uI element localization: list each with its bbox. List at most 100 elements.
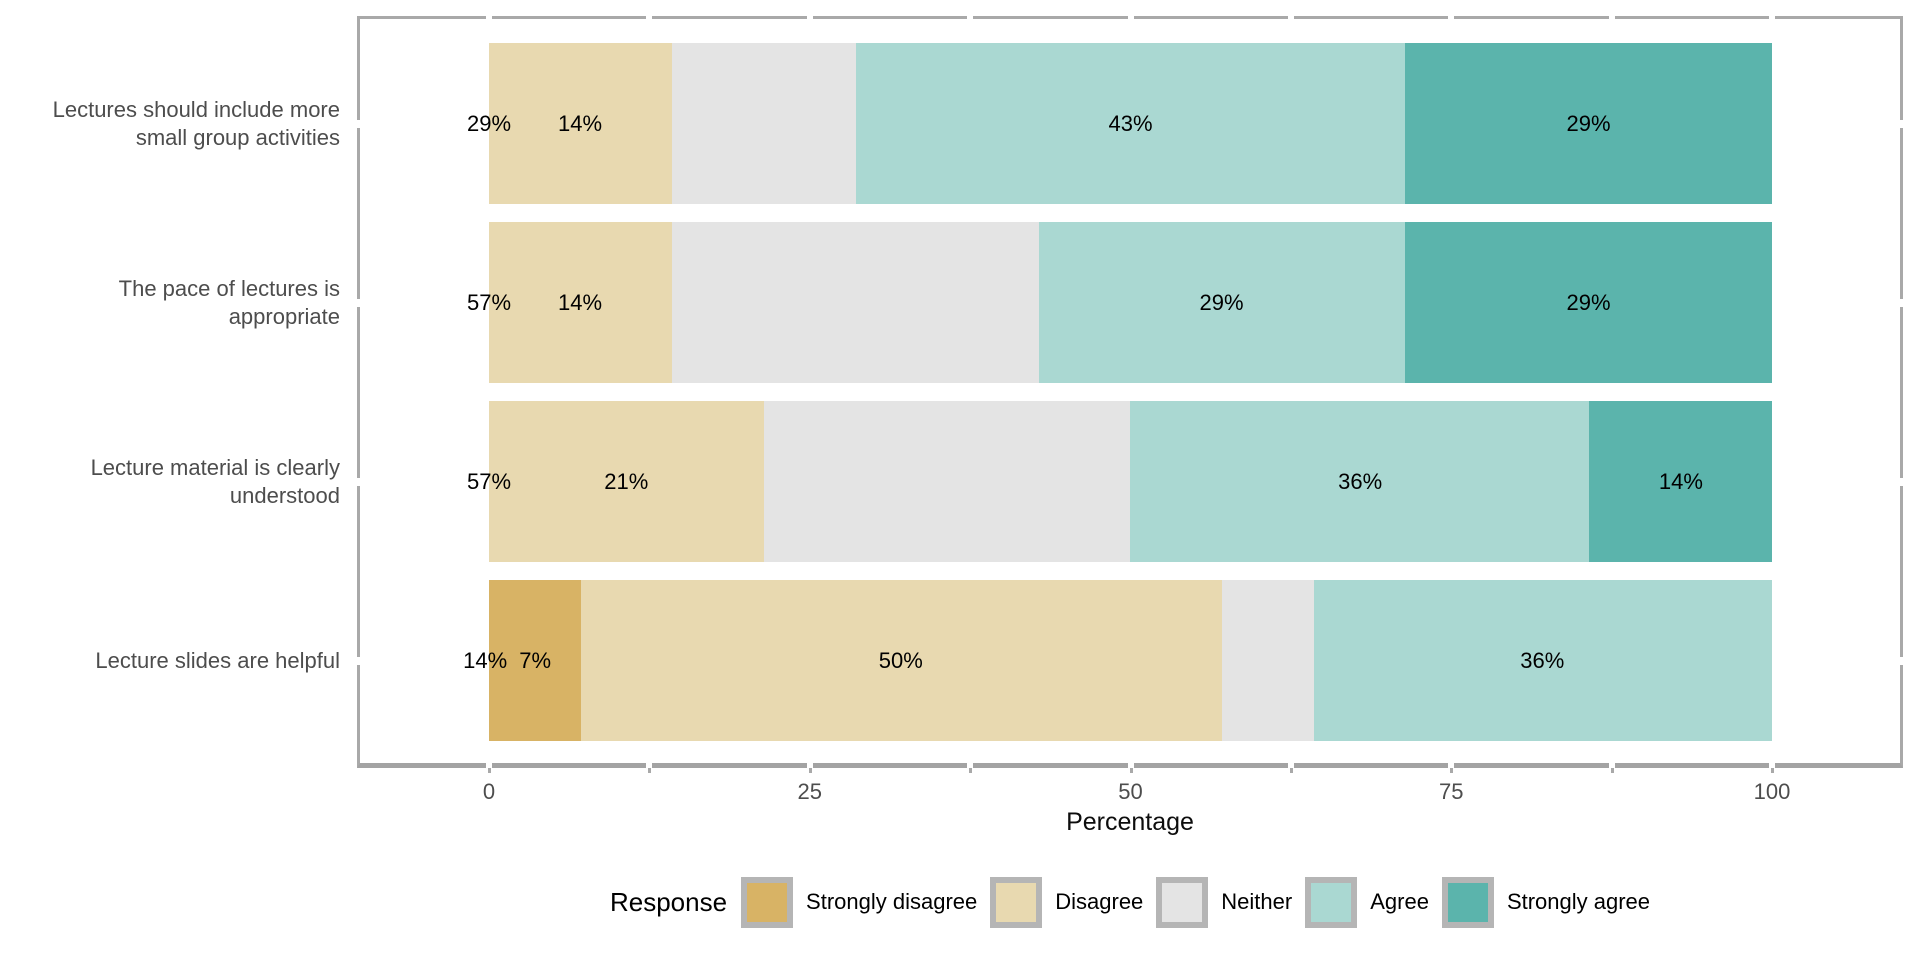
x-tick-mark bbox=[1289, 768, 1293, 773]
x-tick-notch-bottom bbox=[486, 763, 492, 768]
bar-value-label: 14% bbox=[558, 111, 603, 136]
bar-segment-neither bbox=[1222, 580, 1314, 741]
bar-segment-agree bbox=[1313, 580, 1772, 741]
legend-label-neither: Neither bbox=[1221, 889, 1293, 914]
bar-segment-disagree bbox=[489, 401, 764, 562]
y-axis-label-line: small group activities bbox=[135, 125, 340, 150]
bar-value-label: 29% bbox=[1199, 290, 1244, 315]
bar-value-label: 50% bbox=[878, 648, 923, 673]
x-tick-notch-top bbox=[1448, 16, 1455, 20]
y-axis-label: Lecture material is clearly understood bbox=[0, 454, 340, 510]
bar-value-label: 36% bbox=[1520, 648, 1565, 673]
x-tick-notch-bottom bbox=[967, 763, 974, 768]
x-tick-mark bbox=[1771, 768, 1774, 773]
x-tick-notch-bottom bbox=[1769, 763, 1775, 768]
bar-value-label: 14% bbox=[558, 290, 603, 315]
y-tick-notch-right bbox=[1900, 299, 1903, 307]
bar-row bbox=[489, 43, 1772, 204]
bar-value-label: 29% bbox=[466, 111, 512, 136]
legend-label-strongly-agree: Strongly agree bbox=[1506, 889, 1651, 914]
bar-segment-agree bbox=[1130, 401, 1589, 562]
y-tick-notch-left bbox=[357, 120, 360, 128]
x-tick-mark bbox=[648, 768, 652, 773]
bar-value-label: 36% bbox=[1338, 469, 1383, 494]
bar-segment-neither bbox=[672, 222, 1039, 383]
bar-segment-disagree bbox=[580, 580, 1223, 741]
x-tick-mark bbox=[488, 768, 491, 773]
legend-label-strongly-disagree: Strongly disagree bbox=[806, 889, 978, 914]
x-tick-notch-bottom bbox=[806, 763, 813, 768]
bar-row bbox=[489, 222, 1772, 383]
x-tick-label: 0 bbox=[482, 779, 496, 804]
bar-segment-agree bbox=[1038, 222, 1406, 383]
y-tick-notch-left bbox=[357, 657, 360, 665]
x-tick-notch-top bbox=[1127, 16, 1134, 20]
x-tick-mark bbox=[1610, 768, 1614, 773]
x-tick-notch-top bbox=[1287, 16, 1294, 20]
y-axis-label-line: appropriate bbox=[228, 304, 340, 329]
bar-value-label: 14% bbox=[463, 648, 508, 673]
legend-key-disagree bbox=[990, 876, 1043, 928]
bar-segment-disagree bbox=[489, 43, 673, 204]
y-tick-notch-right bbox=[1900, 657, 1903, 665]
bar-value-label: 14% bbox=[1658, 469, 1703, 494]
y-tick-notch-left bbox=[357, 478, 360, 486]
bar-segment-strongly-disagree bbox=[489, 580, 581, 741]
bar-value-label: 57% bbox=[466, 469, 512, 494]
x-tick-mark bbox=[969, 768, 973, 773]
y-axis-label: The pace of lectures is appropriate bbox=[0, 275, 340, 331]
x-tick-mark bbox=[1129, 768, 1133, 773]
y-axis-label: Lectures should include more small group … bbox=[0, 96, 340, 152]
y-axis-label-line: Lecture material is clearly bbox=[90, 455, 340, 480]
bar-segment-neither bbox=[763, 401, 1131, 562]
x-tick-label: 50 bbox=[1118, 779, 1143, 804]
x-tick-label: 25 bbox=[797, 779, 822, 804]
y-axis-label-line: The pace of lectures is bbox=[118, 276, 340, 301]
x-tick-notch-bottom bbox=[1287, 763, 1294, 768]
y-axis-label-line: understood bbox=[229, 483, 340, 508]
legend-key-strongly-disagree bbox=[741, 876, 794, 928]
bar-segment-neither bbox=[672, 43, 856, 204]
x-tick-notch-top bbox=[1608, 16, 1615, 20]
y-axis-label: Lecture slides are helpful bbox=[0, 647, 340, 675]
x-tick-notch-bottom bbox=[1127, 763, 1134, 768]
bar-row bbox=[489, 580, 1772, 741]
bar-segment-disagree bbox=[489, 222, 673, 383]
y-axis-label-line: Lectures should include more bbox=[52, 97, 340, 122]
bar-value-label: 29% bbox=[1566, 290, 1611, 315]
legend-title: Response bbox=[609, 886, 728, 917]
legend-key-agree bbox=[1305, 876, 1358, 928]
x-tick-notch-top bbox=[646, 16, 653, 20]
bar-row bbox=[489, 401, 1772, 562]
x-tick-mark bbox=[1450, 768, 1454, 773]
legend-key-neither bbox=[1156, 876, 1209, 928]
bar-value-label: 43% bbox=[1108, 111, 1153, 136]
bar-value-label: 7% bbox=[519, 648, 552, 673]
x-tick-notch-bottom bbox=[1448, 763, 1455, 768]
x-tick-notch-top bbox=[967, 16, 974, 20]
bar-value-label: 21% bbox=[604, 469, 649, 494]
legend: Response Strongly disagree Disagree Neithe… bbox=[357, 870, 1903, 934]
x-tick-notch-top bbox=[806, 16, 813, 20]
legend-label-disagree: Disagree bbox=[1055, 889, 1144, 914]
x-tick-notch-bottom bbox=[1608, 763, 1615, 768]
legend-label-agree: Agree bbox=[1370, 889, 1429, 914]
x-tick-label: 75 bbox=[1439, 779, 1464, 804]
bar-segment-strongly-agree bbox=[1588, 401, 1772, 562]
y-tick-notch-left bbox=[357, 299, 360, 307]
x-tick-notch-bottom bbox=[646, 763, 653, 768]
x-tick-mark bbox=[808, 768, 812, 773]
bar-segment-strongly-agree bbox=[1405, 222, 1772, 383]
x-axis-title: Percentage bbox=[1066, 808, 1194, 836]
x-tick-label: 100 bbox=[1753, 779, 1791, 804]
bar-value-label: 57% bbox=[466, 290, 512, 315]
y-tick-notch-right bbox=[1900, 120, 1903, 128]
legend-key-strongly-agree bbox=[1441, 876, 1494, 928]
bar-segment-strongly-agree bbox=[1405, 43, 1772, 204]
bar-value-label: 29% bbox=[1566, 111, 1611, 136]
x-tick-notch-top bbox=[1769, 16, 1775, 20]
x-tick-notch-top bbox=[486, 16, 492, 20]
y-axis-label-line: Lecture slides are helpful bbox=[95, 648, 340, 673]
bar-segment-agree bbox=[855, 43, 1406, 204]
